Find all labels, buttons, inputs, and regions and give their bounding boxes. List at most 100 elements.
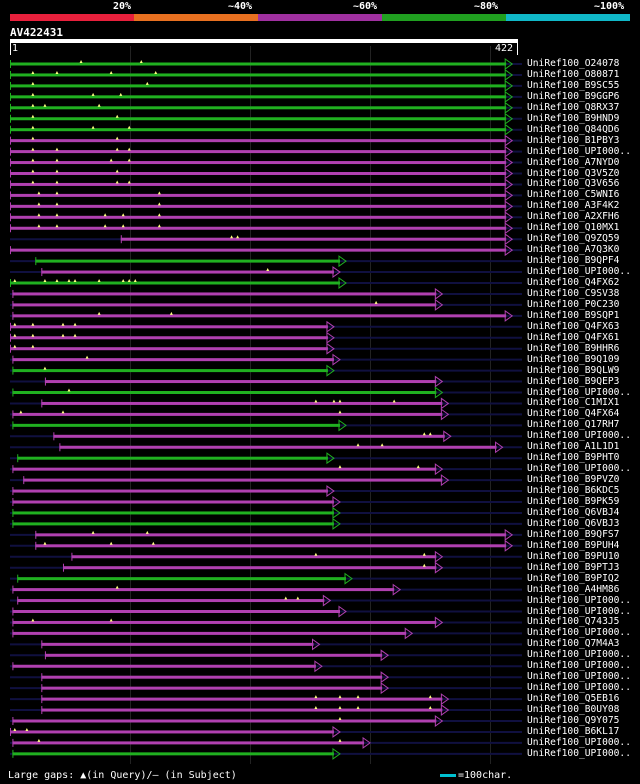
hit-label[interactable]: UniRef100_UPI000.. (527, 594, 631, 606)
hit-bar (62, 566, 437, 570)
hit-label[interactable]: UniRef100_B9PHT0 (527, 452, 620, 464)
hit-label[interactable]: UniRef100_B9PU10 (527, 550, 620, 562)
hit-label[interactable]: UniRef100_B6KDC5 (527, 485, 620, 497)
hit-label[interactable]: UniRef100_A3F4K2 (527, 200, 620, 212)
hit-label[interactable]: UniRef100_UPI000.. (527, 649, 631, 661)
query-gap-marker (103, 213, 107, 217)
hit-label[interactable]: UniRef100_P0C230 (527, 298, 620, 310)
hit-label[interactable]: UniRef100_Q9Y075 (527, 715, 620, 726)
hit-bar (41, 686, 383, 690)
hit-arrow (434, 550, 444, 563)
hit-label[interactable]: UniRef100_B9PVZ0 (527, 474, 620, 486)
hit-label[interactable]: UniRef100_B9HHR6 (527, 342, 620, 354)
hit-arrow (504, 58, 514, 70)
hit-label[interactable]: UniRef100_Q4FX63 (527, 320, 620, 332)
query-gap-marker (13, 727, 17, 731)
legend-segment (258, 14, 382, 21)
hit-start-tick (41, 673, 43, 682)
hit-label[interactable]: UniRef100_B0UY08 (527, 704, 620, 716)
hit-arrow (504, 112, 514, 125)
hit-label[interactable]: UniRef100_UPI000.. (527, 386, 631, 398)
hit-label[interactable]: UniRef100_Q7M4A3 (527, 638, 620, 650)
hit-label[interactable]: UniRef100_UPI000.. (527, 682, 631, 694)
hit-start-tick (12, 618, 14, 627)
hit-label[interactable]: UniRef100_A7NYD0 (527, 156, 620, 168)
query-gap-marker (31, 158, 35, 162)
hit-label[interactable]: UniRef100_UPI000.. (527, 463, 631, 475)
query-gap-marker (61, 322, 65, 326)
hit-label[interactable]: UniRef100_Q3V656 (527, 178, 620, 190)
hit-label[interactable]: UniRef100_Q4FX64 (527, 408, 620, 420)
hit-label[interactable]: UniRef100_B9GGP6 (527, 90, 620, 102)
hit-label[interactable]: UniRef100_Q4FX62 (527, 277, 620, 288)
hit-start-tick (12, 662, 14, 671)
hit-start-tick (12, 717, 14, 725)
hit-label[interactable]: UniRef100_B9Q109 (527, 353, 620, 365)
hit-label[interactable]: UniRef100_B9SQP1 (527, 309, 620, 321)
hit-label[interactable]: UniRef100_UPI000.. (527, 430, 631, 442)
hit-start-tick (10, 191, 11, 200)
hit-label[interactable]: UniRef100_UPI000.. (527, 747, 631, 759)
hit-start-tick (10, 279, 11, 287)
hit-label[interactable]: UniRef100_Q8RX37 (527, 101, 620, 113)
hit-start-tick (12, 366, 14, 375)
hit-label[interactable]: UniRef100_B6KL17 (527, 725, 620, 737)
hit-label[interactable]: UniRef100_Q3V5Z0 (527, 167, 620, 179)
hit-arrow (332, 496, 341, 508)
hit-label[interactable]: UniRef100_UPI000.. (527, 671, 631, 683)
hit-label[interactable]: UniRef100_B9PTJ3 (527, 561, 620, 573)
hit-label[interactable]: UniRef100_B9QEP3 (527, 375, 620, 387)
hit-bar (12, 610, 340, 613)
hit-start-tick (17, 454, 19, 463)
hit-label[interactable]: UniRef100_Q10MX1 (527, 222, 620, 234)
hit-bar (10, 182, 507, 186)
query-gap-marker (428, 706, 432, 710)
hit-label[interactable]: UniRef100_B9PUH4 (527, 539, 620, 551)
hit-label[interactable]: UniRef100_A2XFH6 (527, 211, 620, 223)
hit-label[interactable]: UniRef100_A4HM86 (527, 583, 620, 595)
hit-arrow (338, 419, 347, 432)
hit-label[interactable]: UniRef100_Q17RH7 (527, 419, 620, 431)
hit-label[interactable]: UniRef100_B9QLW9 (527, 364, 620, 376)
query-gap-marker (97, 311, 101, 315)
hit-label[interactable]: UniRef100_Q6VBJ3 (527, 517, 620, 529)
query-gap-marker (55, 169, 59, 173)
hit-label[interactable]: UniRef100_B9SC55 (527, 79, 620, 91)
query-gap-marker (115, 585, 119, 589)
hit-bar (10, 226, 507, 230)
hit-label[interactable]: UniRef100_B9QFS7 (527, 528, 620, 540)
hit-bar (35, 259, 340, 263)
hit-label[interactable]: UniRef100_Q6VBJ4 (527, 506, 620, 518)
hit-label[interactable]: UniRef100_Q5EB16 (527, 693, 620, 705)
hit-label[interactable]: UniRef100_UPI000.. (527, 266, 631, 278)
hit-label[interactable]: UniRef100_O24078 (527, 58, 620, 69)
hit-label[interactable]: UniRef100_B1PBY3 (527, 134, 620, 146)
hit-label[interactable]: UniRef100_B9HND9 (527, 112, 620, 124)
hit-label[interactable]: UniRef100_A1L1D1 (527, 441, 620, 453)
query-gap-marker (97, 279, 101, 282)
hit-bar (12, 423, 340, 427)
hit-label[interactable]: UniRef100_A7Q3K0 (527, 244, 620, 256)
hit-label[interactable]: UniRef100_UPI000.. (527, 660, 631, 672)
hit-label[interactable]: UniRef100_Q743J5 (527, 616, 620, 628)
hit-label[interactable]: UniRef100_UPI000.. (527, 627, 631, 639)
hit-label[interactable]: UniRef100_Q4FX61 (527, 331, 620, 343)
hit-label[interactable]: UniRef100_C5WNI6 (527, 189, 620, 201)
hit-bar (10, 325, 328, 329)
hit-start-tick (17, 574, 19, 583)
hit-label[interactable]: UniRef100_UPI000.. (527, 605, 631, 617)
hit-label[interactable]: UniRef100_C9SV38 (527, 287, 620, 299)
hit-label[interactable]: UniRef100_B9PK59 (527, 496, 620, 507)
hit-label[interactable]: UniRef100_B9PIQ2 (527, 572, 620, 584)
hit-label[interactable]: UniRef100_UPI000.. (527, 145, 631, 157)
hit-label[interactable]: UniRef100_B9QPF4 (527, 255, 620, 267)
hit-bar (41, 675, 383, 679)
hit-bar (35, 544, 507, 548)
gap-legend: Large gaps: ▲(in Query)/— (in Subject) (8, 770, 237, 781)
hit-label[interactable]: UniRef100_Q84QD6 (527, 123, 620, 135)
hit-label[interactable]: UniRef100_O80871 (527, 68, 620, 80)
query-gap-marker (422, 432, 426, 436)
hit-label[interactable]: UniRef100_C1MIX1 (527, 397, 620, 409)
hit-label[interactable]: UniRef100_Q9ZQ59 (527, 233, 620, 245)
hit-label[interactable]: UniRef100_UPI000.. (527, 736, 631, 748)
